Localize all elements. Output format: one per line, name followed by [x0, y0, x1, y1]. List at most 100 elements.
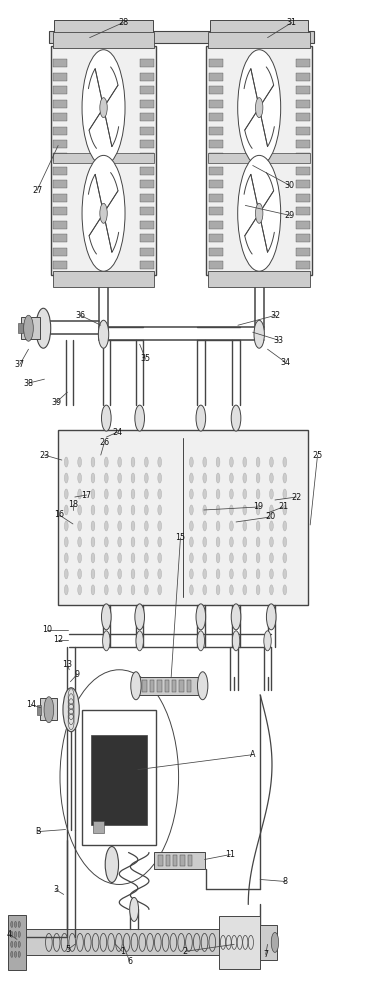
Circle shape	[158, 505, 161, 515]
Circle shape	[189, 505, 193, 515]
Circle shape	[105, 505, 108, 515]
Circle shape	[203, 585, 206, 595]
Circle shape	[118, 585, 122, 595]
Bar	[219, 916, 260, 969]
Bar	[296, 127, 310, 135]
Bar	[53, 234, 67, 242]
Bar	[164, 680, 169, 692]
Circle shape	[231, 405, 241, 431]
Circle shape	[118, 569, 122, 579]
Circle shape	[91, 457, 95, 467]
Circle shape	[270, 505, 273, 515]
Circle shape	[135, 405, 144, 431]
Bar	[296, 194, 310, 202]
Circle shape	[243, 489, 247, 499]
Circle shape	[283, 521, 286, 531]
Bar	[49, 31, 314, 43]
Bar	[53, 207, 67, 215]
Circle shape	[78, 569, 81, 579]
Circle shape	[78, 585, 81, 595]
Circle shape	[270, 489, 273, 499]
Text: 18: 18	[68, 500, 78, 509]
Circle shape	[270, 553, 273, 563]
Circle shape	[64, 585, 68, 595]
Circle shape	[270, 537, 273, 547]
Bar	[296, 180, 310, 188]
Circle shape	[131, 521, 135, 531]
Circle shape	[283, 457, 286, 467]
Bar	[52, 32, 154, 48]
Circle shape	[64, 505, 68, 515]
Circle shape	[18, 941, 20, 947]
Circle shape	[78, 553, 81, 563]
Circle shape	[144, 553, 148, 563]
Circle shape	[203, 569, 206, 579]
Circle shape	[136, 631, 143, 651]
Circle shape	[103, 631, 110, 651]
Circle shape	[256, 203, 263, 223]
Circle shape	[131, 553, 135, 563]
Bar	[209, 140, 223, 148]
Text: 3: 3	[53, 885, 58, 894]
Bar	[209, 59, 223, 67]
Text: 22: 22	[291, 493, 302, 502]
Bar	[92, 735, 147, 825]
Circle shape	[64, 473, 68, 483]
Circle shape	[216, 553, 220, 563]
Text: 9: 9	[74, 670, 79, 679]
Circle shape	[203, 457, 206, 467]
Circle shape	[216, 521, 220, 531]
Bar	[53, 261, 67, 269]
Circle shape	[144, 537, 148, 547]
Circle shape	[144, 521, 148, 531]
Circle shape	[118, 473, 122, 483]
Circle shape	[78, 457, 81, 467]
Circle shape	[283, 537, 286, 547]
Text: 31: 31	[286, 18, 296, 27]
Bar	[209, 167, 223, 175]
Circle shape	[256, 521, 260, 531]
Circle shape	[91, 553, 95, 563]
Circle shape	[270, 585, 273, 595]
Bar	[296, 73, 310, 81]
Circle shape	[118, 505, 122, 515]
Circle shape	[131, 537, 135, 547]
Circle shape	[144, 585, 148, 595]
Bar	[53, 113, 67, 121]
Circle shape	[203, 489, 206, 499]
Circle shape	[91, 537, 95, 547]
Circle shape	[256, 98, 263, 118]
Bar	[140, 59, 154, 67]
Circle shape	[232, 631, 240, 651]
Circle shape	[256, 473, 260, 483]
Bar	[52, 153, 154, 163]
Bar	[53, 59, 67, 67]
Text: 6: 6	[127, 957, 132, 966]
Text: 2: 2	[183, 947, 188, 956]
Circle shape	[118, 537, 122, 547]
Circle shape	[105, 553, 108, 563]
Bar	[208, 271, 310, 287]
Circle shape	[238, 50, 281, 166]
Circle shape	[270, 473, 273, 483]
Circle shape	[118, 457, 122, 467]
Circle shape	[270, 457, 273, 467]
Text: 5: 5	[65, 945, 71, 954]
Bar	[53, 100, 67, 108]
Circle shape	[189, 489, 193, 499]
Bar	[93, 821, 105, 833]
Circle shape	[283, 489, 286, 499]
Bar	[209, 73, 223, 81]
Text: 1: 1	[120, 947, 125, 956]
Circle shape	[203, 553, 206, 563]
Circle shape	[105, 585, 108, 595]
Text: A: A	[250, 750, 256, 759]
Bar	[140, 140, 154, 148]
Circle shape	[44, 697, 54, 723]
Circle shape	[15, 951, 17, 957]
Circle shape	[105, 457, 108, 467]
Bar	[209, 221, 223, 229]
Circle shape	[230, 473, 233, 483]
Text: 25: 25	[312, 451, 323, 460]
Circle shape	[158, 585, 161, 595]
